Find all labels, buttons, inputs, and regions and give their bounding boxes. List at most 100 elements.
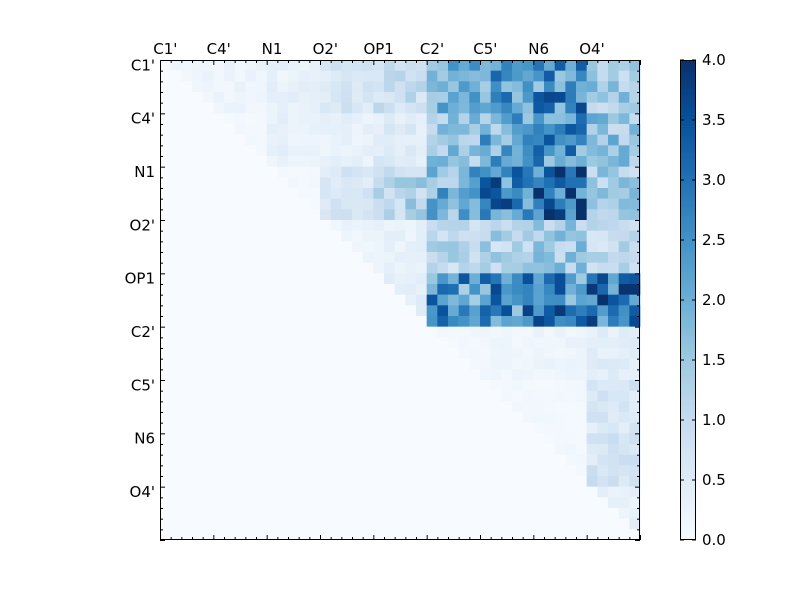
heatmap-cell [298,369,310,381]
heatmap-cell [320,348,331,359]
heatmap-cell [394,369,406,381]
heatmap-cell [608,284,619,295]
heatmap-cell [618,294,630,306]
heatmap-cell [330,305,342,317]
heatmap-cell [501,102,513,114]
heatmap-cell [202,177,214,189]
heatmap-cell [469,358,481,370]
heatmap-cell [480,497,491,509]
heatmap-cell [341,390,353,402]
heatmap-cell [480,252,491,263]
heatmap-cell [170,188,182,199]
heatmap-cell [384,316,395,327]
heatmap-cell [586,348,598,359]
heatmap-cell [224,465,235,477]
heatmap-cell [362,358,374,370]
heatmap-cell [245,380,257,391]
heatmap-cell [480,422,491,434]
heatmap-cell [362,454,374,466]
heatmap-cell [554,433,566,445]
heatmap-cell [245,294,257,306]
heatmap-cell [490,390,502,402]
heatmap-cell [416,326,427,338]
heatmap-cell [309,252,321,263]
heatmap-cell [320,518,331,530]
heatmap-cell [394,284,406,295]
heatmap-cell [181,92,193,103]
heatmap-cell [202,369,214,381]
heatmap-cell [192,380,203,391]
heatmap-cell [458,316,470,327]
heatmap-cell [298,465,310,477]
heatmap-cell [544,433,555,445]
heatmap-cell [394,145,406,157]
heatmap-cell [341,294,353,306]
heatmap-cell [320,220,331,231]
heatmap-cell [266,220,278,231]
heatmap-cell [629,465,641,477]
heatmap-cell [266,476,278,487]
heatmap-cell [394,252,406,263]
heatmap-cell [501,230,513,242]
heatmap-cell [309,92,321,103]
heatmap-cell [533,188,545,199]
heatmap-cell [565,198,577,210]
heatmap-cell [277,273,289,285]
heatmap-cell [586,444,598,455]
heatmap-cell [245,412,257,423]
heatmap-cell [224,433,235,445]
heatmap-cell [629,476,641,487]
heatmap-cell [394,166,406,178]
heatmap-cell [170,337,182,349]
heatmap-cell [533,70,545,82]
heatmap-cell [266,497,278,509]
heatmap-cell [586,102,598,114]
heatmap-cell [522,380,534,391]
heatmap-cell [586,337,598,349]
heatmap-cell [384,134,395,146]
heatmap-cell [202,508,214,519]
heatmap-cell [266,454,278,466]
heatmap-cell [512,60,523,71]
heatmap-cell [490,230,502,242]
heatmap-cell [416,177,427,189]
heatmap-cell [426,241,438,253]
heatmap-cell [330,70,342,82]
heatmap-cell [565,316,577,327]
heatmap-cell [277,284,289,295]
heatmap-cell [202,60,214,71]
heatmap-cell [384,284,395,295]
heatmap-cell [160,273,171,285]
heatmap-cell [426,209,438,221]
heatmap-cell [565,230,577,242]
heatmap-cell [245,305,257,317]
heatmap-cell [426,412,438,423]
heatmap-cell [522,529,534,541]
heatmap-cell [501,113,513,125]
heatmap-cell [448,188,459,199]
heatmap-cell [448,102,459,114]
heatmap-cell [181,220,193,231]
heatmap-cell [405,476,417,487]
heatmap-cell [533,412,545,423]
heatmap-cell [576,529,587,541]
heatmap-cell [512,412,523,423]
heatmap-cell [522,284,534,295]
heatmap-cell [256,166,267,178]
heatmap-cell [352,241,363,253]
heatmap-cell [522,444,534,455]
heatmap-cell [565,145,577,157]
heatmap-cell [469,348,481,359]
heatmap-cell [544,113,555,125]
heatmap-cell [170,273,182,285]
heatmap-cell [426,518,438,530]
heatmap-cell [554,262,566,274]
heatmap-cell [181,166,193,178]
heatmap-cell [629,401,641,413]
heatmap-cell [245,230,257,242]
heatmap-cell [266,230,278,242]
heatmap-cell [234,358,246,370]
heatmap-cell [405,166,417,178]
heatmap-cell [234,102,246,114]
heatmap-cell [565,326,577,338]
